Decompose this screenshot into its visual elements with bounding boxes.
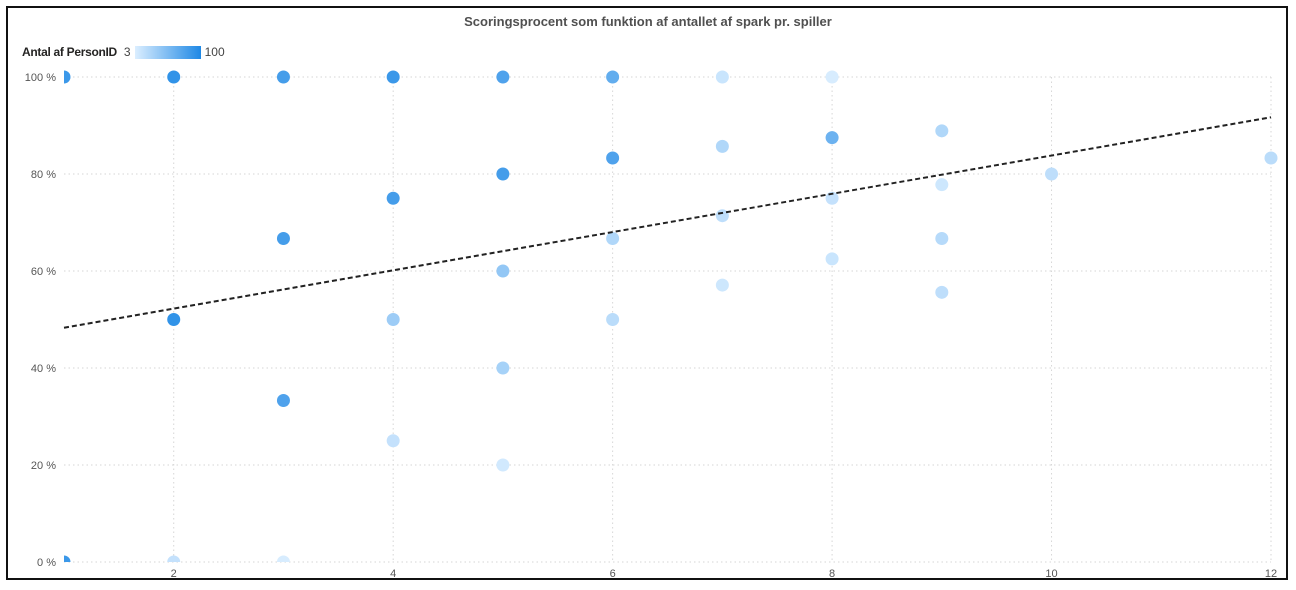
legend-gradient-bar bbox=[134, 45, 201, 59]
trendline bbox=[63, 116, 1272, 329]
data-point[interactable] bbox=[715, 278, 729, 292]
data-point[interactable] bbox=[167, 70, 181, 84]
y-tick-label: 40 % bbox=[31, 363, 56, 375]
data-point[interactable] bbox=[276, 393, 290, 407]
data-point[interactable] bbox=[606, 313, 620, 326]
data-point[interactable] bbox=[58, 70, 71, 84]
legend-min-label: 3 bbox=[123, 45, 131, 59]
data-point[interactable] bbox=[825, 131, 839, 145]
data-point[interactable] bbox=[276, 555, 290, 569]
data-point[interactable] bbox=[386, 70, 400, 84]
data-point[interactable] bbox=[1264, 151, 1278, 165]
data-point[interactable] bbox=[606, 151, 620, 165]
chart-title: Scoringsprocent som funktion af antallet… bbox=[464, 14, 832, 29]
data-point[interactable] bbox=[167, 313, 181, 326]
x-tick-label: 8 bbox=[829, 568, 835, 580]
data-point[interactable] bbox=[386, 434, 400, 448]
data-point[interactable] bbox=[386, 313, 400, 326]
y-tick-label: 60 % bbox=[31, 266, 56, 278]
data-point[interactable] bbox=[496, 167, 510, 181]
data-point[interactable] bbox=[276, 232, 290, 246]
data-point[interactable] bbox=[825, 252, 839, 266]
x-tick-label: 4 bbox=[390, 568, 396, 580]
x-tick-label: 2 bbox=[171, 568, 177, 580]
data-point[interactable] bbox=[715, 209, 729, 223]
data-point[interactable] bbox=[276, 70, 290, 84]
data-point[interactable] bbox=[606, 70, 620, 84]
y-tick-label: 0 % bbox=[37, 557, 56, 569]
y-tick-label: 80 % bbox=[31, 169, 56, 181]
data-point[interactable] bbox=[1045, 167, 1059, 181]
data-point[interactable] bbox=[935, 178, 949, 192]
y-tick-label: 20 % bbox=[31, 460, 56, 472]
x-tick-label: 6 bbox=[610, 568, 616, 580]
color-legend: Antal af PersonID 3 100 bbox=[22, 44, 225, 60]
x-tick-label: 10 bbox=[1045, 568, 1057, 580]
data-point[interactable] bbox=[496, 264, 510, 278]
points-group bbox=[58, 70, 1278, 569]
data-point[interactable] bbox=[58, 555, 71, 569]
data-point[interactable] bbox=[496, 361, 510, 375]
y-tick-label: 100 % bbox=[25, 72, 56, 84]
chart-frame bbox=[6, 6, 1288, 580]
x-tick-label: 12 bbox=[1265, 568, 1277, 580]
data-point[interactable] bbox=[167, 555, 181, 569]
legend-max-label: 100 bbox=[204, 45, 225, 59]
data-point[interactable] bbox=[935, 285, 949, 299]
data-point[interactable] bbox=[496, 70, 510, 84]
data-point[interactable] bbox=[496, 458, 510, 472]
data-point[interactable] bbox=[935, 232, 949, 246]
data-point[interactable] bbox=[825, 70, 839, 84]
legend-title: Antal af PersonID bbox=[22, 45, 117, 59]
data-point[interactable] bbox=[935, 124, 949, 138]
data-point[interactable] bbox=[715, 70, 729, 84]
data-point[interactable] bbox=[386, 191, 400, 205]
data-point[interactable] bbox=[606, 232, 620, 246]
data-point[interactable] bbox=[715, 139, 729, 153]
